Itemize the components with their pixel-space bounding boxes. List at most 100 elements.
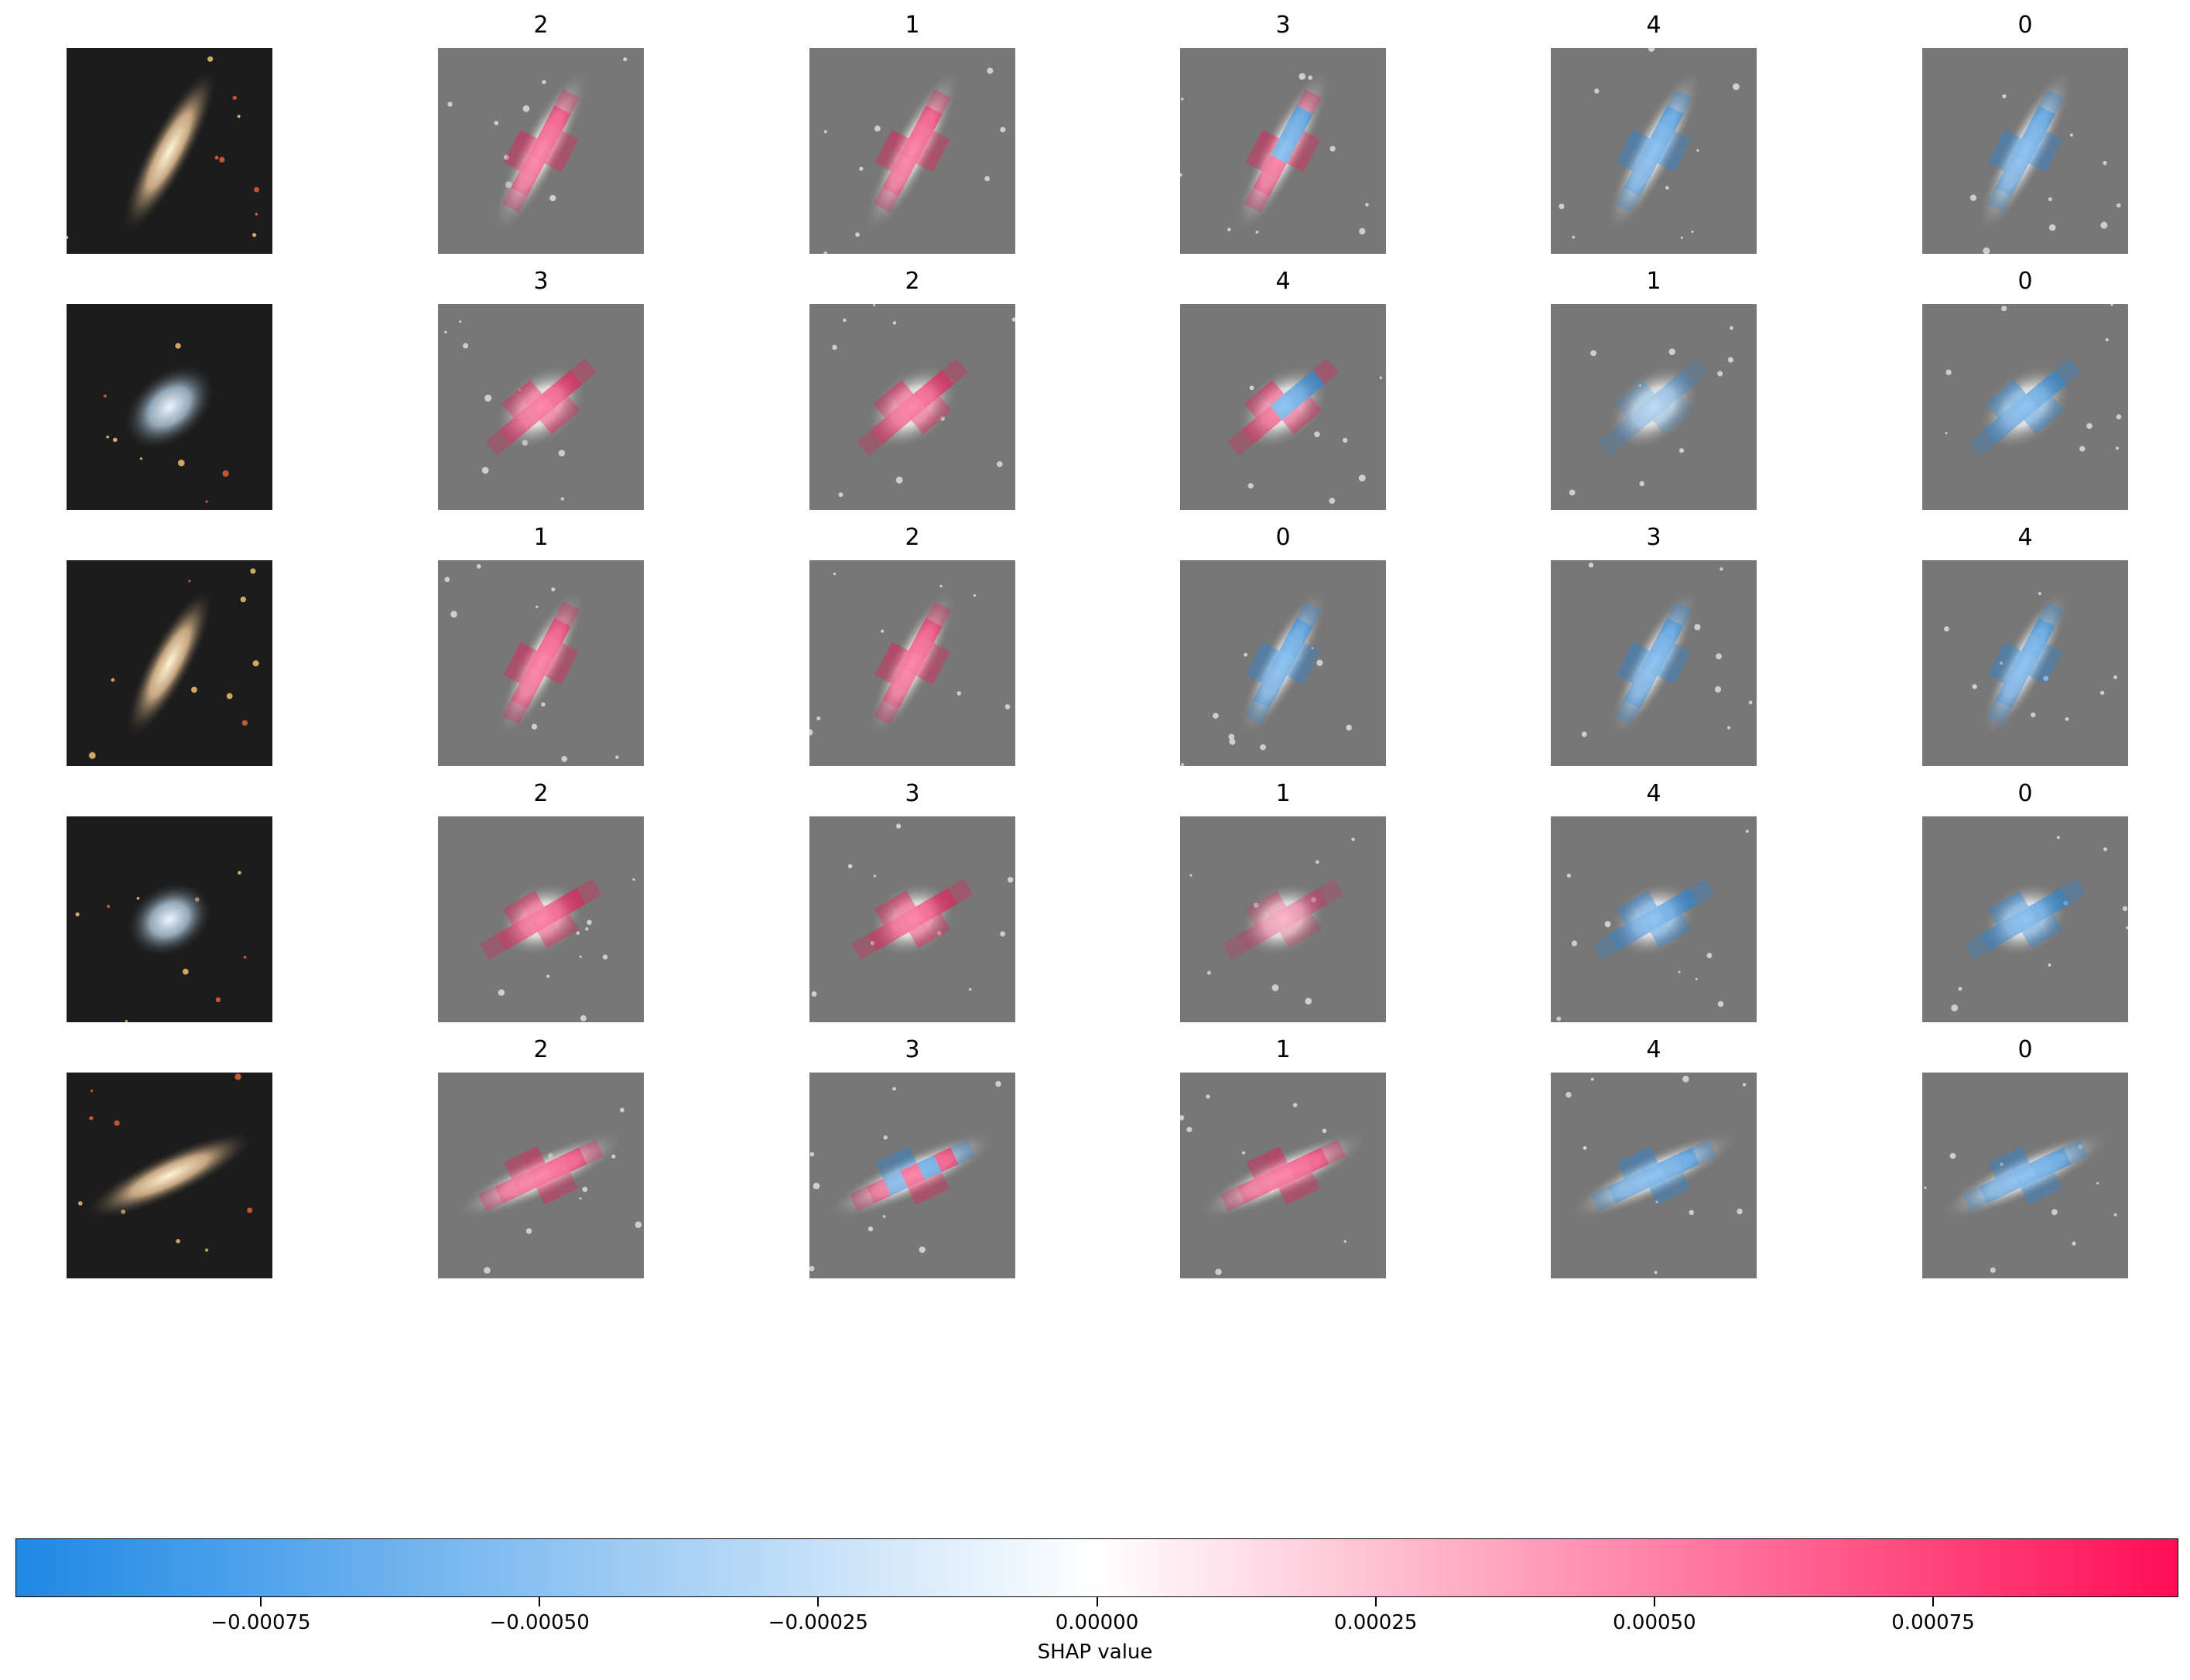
shap-cell — [891, 1146, 917, 1172]
shap-cell — [1650, 121, 1675, 148]
shap-cell — [2038, 601, 2065, 627]
star — [1695, 977, 1698, 980]
shap-overlay — [1986, 89, 2065, 213]
shap-cell — [867, 925, 893, 951]
star — [1329, 145, 1336, 152]
shap-cell — [1962, 1186, 1987, 1212]
class-label: 3 — [905, 780, 920, 807]
shap-cell — [1244, 187, 1270, 213]
star — [813, 1182, 820, 1189]
shap-cell — [1296, 89, 1323, 115]
star — [252, 233, 257, 238]
original-image-row-4 — [67, 816, 272, 1022]
class-label: 4 — [1646, 12, 1661, 39]
star — [809, 1151, 815, 1157]
star — [867, 1226, 874, 1232]
star — [1329, 498, 1336, 504]
class-label: 2 — [533, 1036, 549, 1063]
star — [1949, 1152, 1956, 1159]
shap-cell — [1284, 382, 1311, 409]
star — [1228, 734, 1235, 740]
shap-cell — [890, 890, 916, 916]
star — [207, 56, 214, 62]
star — [1189, 874, 1193, 877]
star — [1924, 1186, 1927, 1189]
shap-overlay — [501, 601, 580, 725]
star — [215, 997, 221, 1003]
shap-cell — [1237, 1179, 1262, 1204]
shap-cell — [1641, 138, 1667, 164]
shap-cell — [515, 379, 542, 406]
shap-panel-r4-c4 — [1551, 816, 1757, 1022]
shap-cell — [1658, 618, 1684, 643]
shap-cell — [1286, 897, 1312, 923]
shap-cell — [927, 370, 954, 397]
shap-cell — [915, 147, 942, 173]
shap-cell — [1668, 370, 1696, 397]
shap-cell — [480, 934, 506, 960]
colorbar-title: SHAP value — [1037, 1641, 1153, 1664]
shap-cell — [2030, 105, 2055, 131]
shap-cell — [499, 417, 526, 444]
shap-cell — [1270, 650, 1296, 676]
shap-cell — [1304, 1147, 1329, 1172]
shap-cell — [932, 888, 957, 914]
star — [995, 1080, 1001, 1087]
shap-cell — [2012, 906, 2038, 932]
shap-cell — [2026, 382, 2053, 409]
star — [2105, 337, 2109, 342]
shap-cell — [1244, 899, 1271, 926]
shap-cell — [909, 634, 934, 660]
star — [1945, 369, 1952, 375]
shap-cell — [2038, 642, 2063, 669]
shap-overlay — [1614, 601, 1693, 725]
class-label: 0 — [2017, 12, 2033, 39]
star — [1271, 984, 1279, 991]
shap-cell — [1617, 1154, 1642, 1179]
shap-overlay — [849, 1139, 976, 1212]
shap-cell — [1261, 666, 1287, 693]
shap-cell — [1286, 147, 1312, 173]
shap-cell — [560, 888, 586, 914]
shap-cell — [1279, 121, 1305, 148]
star — [1730, 326, 1733, 330]
shap-cell — [866, 1179, 891, 1204]
shap-cell — [2038, 396, 2065, 423]
star — [1745, 830, 1749, 833]
shap-cell — [494, 1179, 520, 1204]
shap-cell — [2038, 89, 2065, 115]
star — [1358, 474, 1366, 482]
star — [444, 577, 450, 583]
star — [2116, 203, 2121, 208]
star — [1990, 1267, 1996, 1273]
shap-cell — [947, 878, 974, 905]
shap-cell — [1614, 187, 1641, 213]
class-label: 4 — [1646, 1036, 1661, 1063]
shap-cell — [1624, 915, 1651, 942]
star — [182, 968, 189, 975]
star — [809, 729, 813, 736]
star — [895, 823, 902, 829]
shap-cell — [2004, 1146, 2030, 1172]
shap-cell — [1262, 1146, 1288, 1172]
shap-overlay — [1962, 1139, 2089, 1212]
star — [1244, 652, 1247, 657]
star — [2072, 1241, 2076, 1246]
star — [919, 1246, 926, 1254]
shap-cell — [899, 650, 926, 676]
star — [549, 194, 556, 202]
shap-cell — [1666, 130, 1692, 156]
shap-cell — [1969, 429, 1996, 457]
star — [1719, 567, 1723, 571]
star — [1359, 228, 1366, 235]
star — [1972, 684, 1977, 689]
shap-panel-r1-c1 — [438, 48, 644, 254]
star — [481, 467, 489, 474]
shap-cell — [1979, 1179, 2004, 1204]
class-label: 0 — [1275, 524, 1291, 551]
star — [1727, 357, 1733, 363]
star — [2103, 847, 2107, 851]
shap-cell — [2045, 888, 2070, 914]
star — [112, 437, 118, 443]
shap-cell — [2021, 1179, 2046, 1205]
